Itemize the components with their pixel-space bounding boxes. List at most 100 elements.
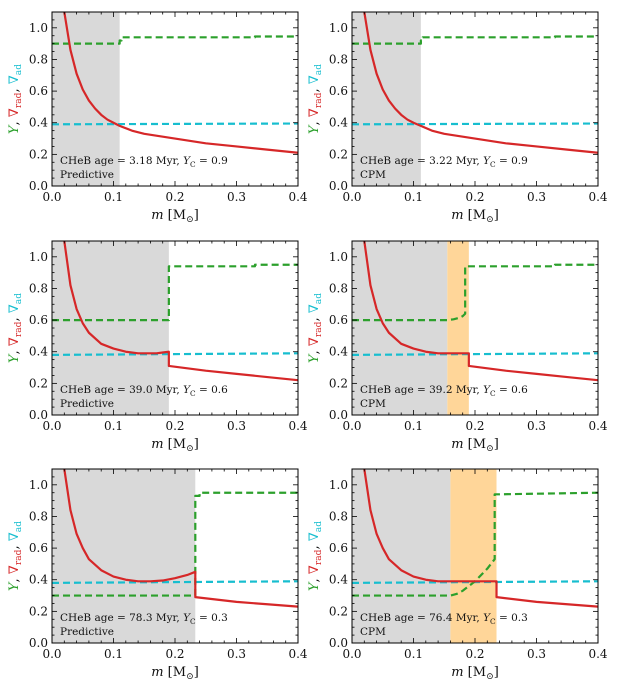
series-nabla-rad-line [63, 241, 298, 382]
y-tick-label: 0.0 [329, 636, 348, 650]
series-nabla-ad-line [352, 122, 598, 126]
x-tick-label: 0.4 [288, 419, 307, 433]
y-tick-label: 0.4 [29, 116, 48, 130]
x-tick-label: 0.4 [588, 419, 607, 433]
chart-panel-row1-right: 0.0 0.1 0.2 0.3 0.4 0.0 0.2 0.4 0.6 0.8 1.0 m [M⊙] Y… [307, 11, 608, 225]
series-nabla-rad-line [63, 469, 298, 608]
convective-core-region [52, 241, 169, 415]
y-tick-label: 0.8 [329, 52, 348, 66]
panel-annotation-age: CHeB age = 3.22 Myr, YC​ = 0.9 [360, 155, 528, 169]
chart-panel-row3-right: 0.0 0.1 0.2 0.3 0.4 0.0 0.2 0.4 0.6 0.8 1.0 m [M⊙] Y… [307, 468, 608, 682]
y-tick-label: 0.6 [29, 313, 48, 327]
y-axis-label: Y, ∇rad, ∇ad [307, 64, 324, 134]
x-tick-label: 0.0 [342, 647, 361, 661]
y-tick-label: 0.2 [29, 376, 48, 390]
y-axis-label: Y, ∇rad, ∇ad [7, 64, 24, 134]
x-axis-label: m [M⊙] [451, 437, 499, 454]
x-tick-label: 0.2 [165, 647, 184, 661]
panel-annotation-age: CHeB age = 39.2 Myr, YC​ = 0.6 [360, 384, 528, 398]
y-axis-label: Y, ∇rad, ∇ad [7, 521, 24, 591]
x-tick-label: 0.2 [165, 190, 184, 204]
y-tick-label: 0.2 [29, 147, 48, 161]
series-nabla-rad-line [63, 12, 298, 154]
y-tick-label: 0.6 [29, 84, 48, 98]
x-tick-label: 0.1 [104, 647, 123, 661]
x-tick-label: 0.1 [404, 647, 423, 661]
y-tick-label: 0.2 [329, 376, 348, 390]
tick-marks [351, 11, 599, 187]
y-tick-label: 0.0 [29, 636, 48, 650]
panel-annotation-model: Predictive [60, 169, 114, 181]
y-tick-label: 1.0 [329, 21, 348, 35]
x-axis-label: m [M⊙] [151, 665, 199, 682]
x-tick-label: 0.0 [342, 190, 361, 204]
y-axis-label: Y, ∇rad, ∇ad [7, 293, 24, 363]
y-tick-label: 1.0 [329, 478, 348, 492]
y-tick-label: 0.4 [329, 116, 348, 130]
y-tick-label: 0.8 [329, 509, 348, 523]
y-tick-label: 0.2 [329, 147, 348, 161]
y-tick-label: 0.6 [329, 84, 348, 98]
y-tick-label: 0.0 [329, 179, 348, 193]
y-tick-label: 0.4 [329, 573, 348, 587]
tick-marks [351, 468, 599, 644]
convective-core-region [352, 12, 421, 186]
convective-core-region [52, 469, 196, 643]
x-tick-label: 0.1 [104, 190, 123, 204]
series-Y-line [52, 263, 298, 322]
y-tick-label: 1.0 [29, 21, 48, 35]
panel-annotation-age: CHeB age = 76.4 Myr, YC​ = 0.3 [360, 612, 528, 626]
y-tick-label: 0.6 [29, 541, 48, 555]
x-tick-label: 0.3 [527, 190, 546, 204]
x-tick-label: 0.3 [227, 647, 246, 661]
plot-area [52, 469, 298, 643]
y-tick-label: 0.4 [29, 345, 48, 359]
convective-core-region [52, 12, 120, 186]
series-nabla-ad-line [52, 580, 298, 584]
x-axis-label: m [M⊙] [451, 665, 499, 682]
y-axis-label: Y, ∇rad, ∇ad [307, 521, 324, 591]
panel-annotation-model: CPM [360, 626, 386, 638]
panel-annotation-model: CPM [360, 169, 386, 181]
x-tick-label: 0.3 [527, 647, 546, 661]
x-tick-label: 0.1 [404, 190, 423, 204]
panel-annotation-age: CHeB age = 78.3 Myr, YC​ = 0.3 [60, 612, 228, 626]
y-tick-label: 1.0 [29, 478, 48, 492]
y-tick-label: 1.0 [29, 250, 48, 264]
y-axis-label: Y, ∇rad, ∇ad [307, 293, 324, 363]
x-axis-label: m [M⊙] [151, 437, 199, 454]
x-axis-label: m [M⊙] [451, 208, 499, 225]
x-tick-label: 0.2 [465, 190, 484, 204]
series-nabla-ad-line [352, 352, 598, 356]
series-nabla-ad-line [52, 352, 298, 356]
y-tick-label: 1.0 [329, 250, 348, 264]
plot-area [352, 469, 598, 643]
x-tick-label: 0.4 [588, 190, 607, 204]
series-Y-line [52, 35, 298, 45]
plot-area [352, 12, 598, 186]
series-nabla-rad-line [363, 241, 598, 382]
y-tick-label: 0.2 [329, 604, 348, 618]
x-tick-label: 0.3 [227, 190, 246, 204]
chart-panel-row2-right: 0.0 0.1 0.2 0.3 0.4 0.0 0.2 0.4 0.6 0.8 1.0 m [M⊙] Y… [307, 240, 608, 454]
overshoot-region [447, 241, 469, 415]
chart-panel-row1-left: 0.0 0.1 0.2 0.3 0.4 0.0 0.2 0.4 0.6 0.8 1.0 m [M⊙] Y… [7, 11, 308, 225]
plot-area [352, 241, 598, 415]
tick-marks [51, 11, 299, 187]
series-Y-line [52, 491, 298, 597]
panel-annotation-age: CHeB age = 39.0 Myr, YC​ = 0.6 [60, 384, 228, 398]
plot-area [52, 12, 298, 186]
x-axis-label: m [M⊙] [151, 208, 199, 225]
panel-annotation-model: Predictive [60, 398, 114, 410]
y-tick-label: 0.0 [29, 179, 48, 193]
series-Y-line [352, 35, 598, 45]
x-tick-label: 0.2 [465, 419, 484, 433]
tick-marks [351, 240, 599, 416]
x-tick-label: 0.2 [465, 647, 484, 661]
x-tick-label: 0.3 [227, 419, 246, 433]
tick-marks [51, 240, 299, 416]
y-tick-label: 0.8 [29, 509, 48, 523]
y-tick-label: 0.0 [329, 408, 348, 422]
x-tick-label: 0.4 [588, 647, 607, 661]
x-tick-label: 0.1 [404, 419, 423, 433]
